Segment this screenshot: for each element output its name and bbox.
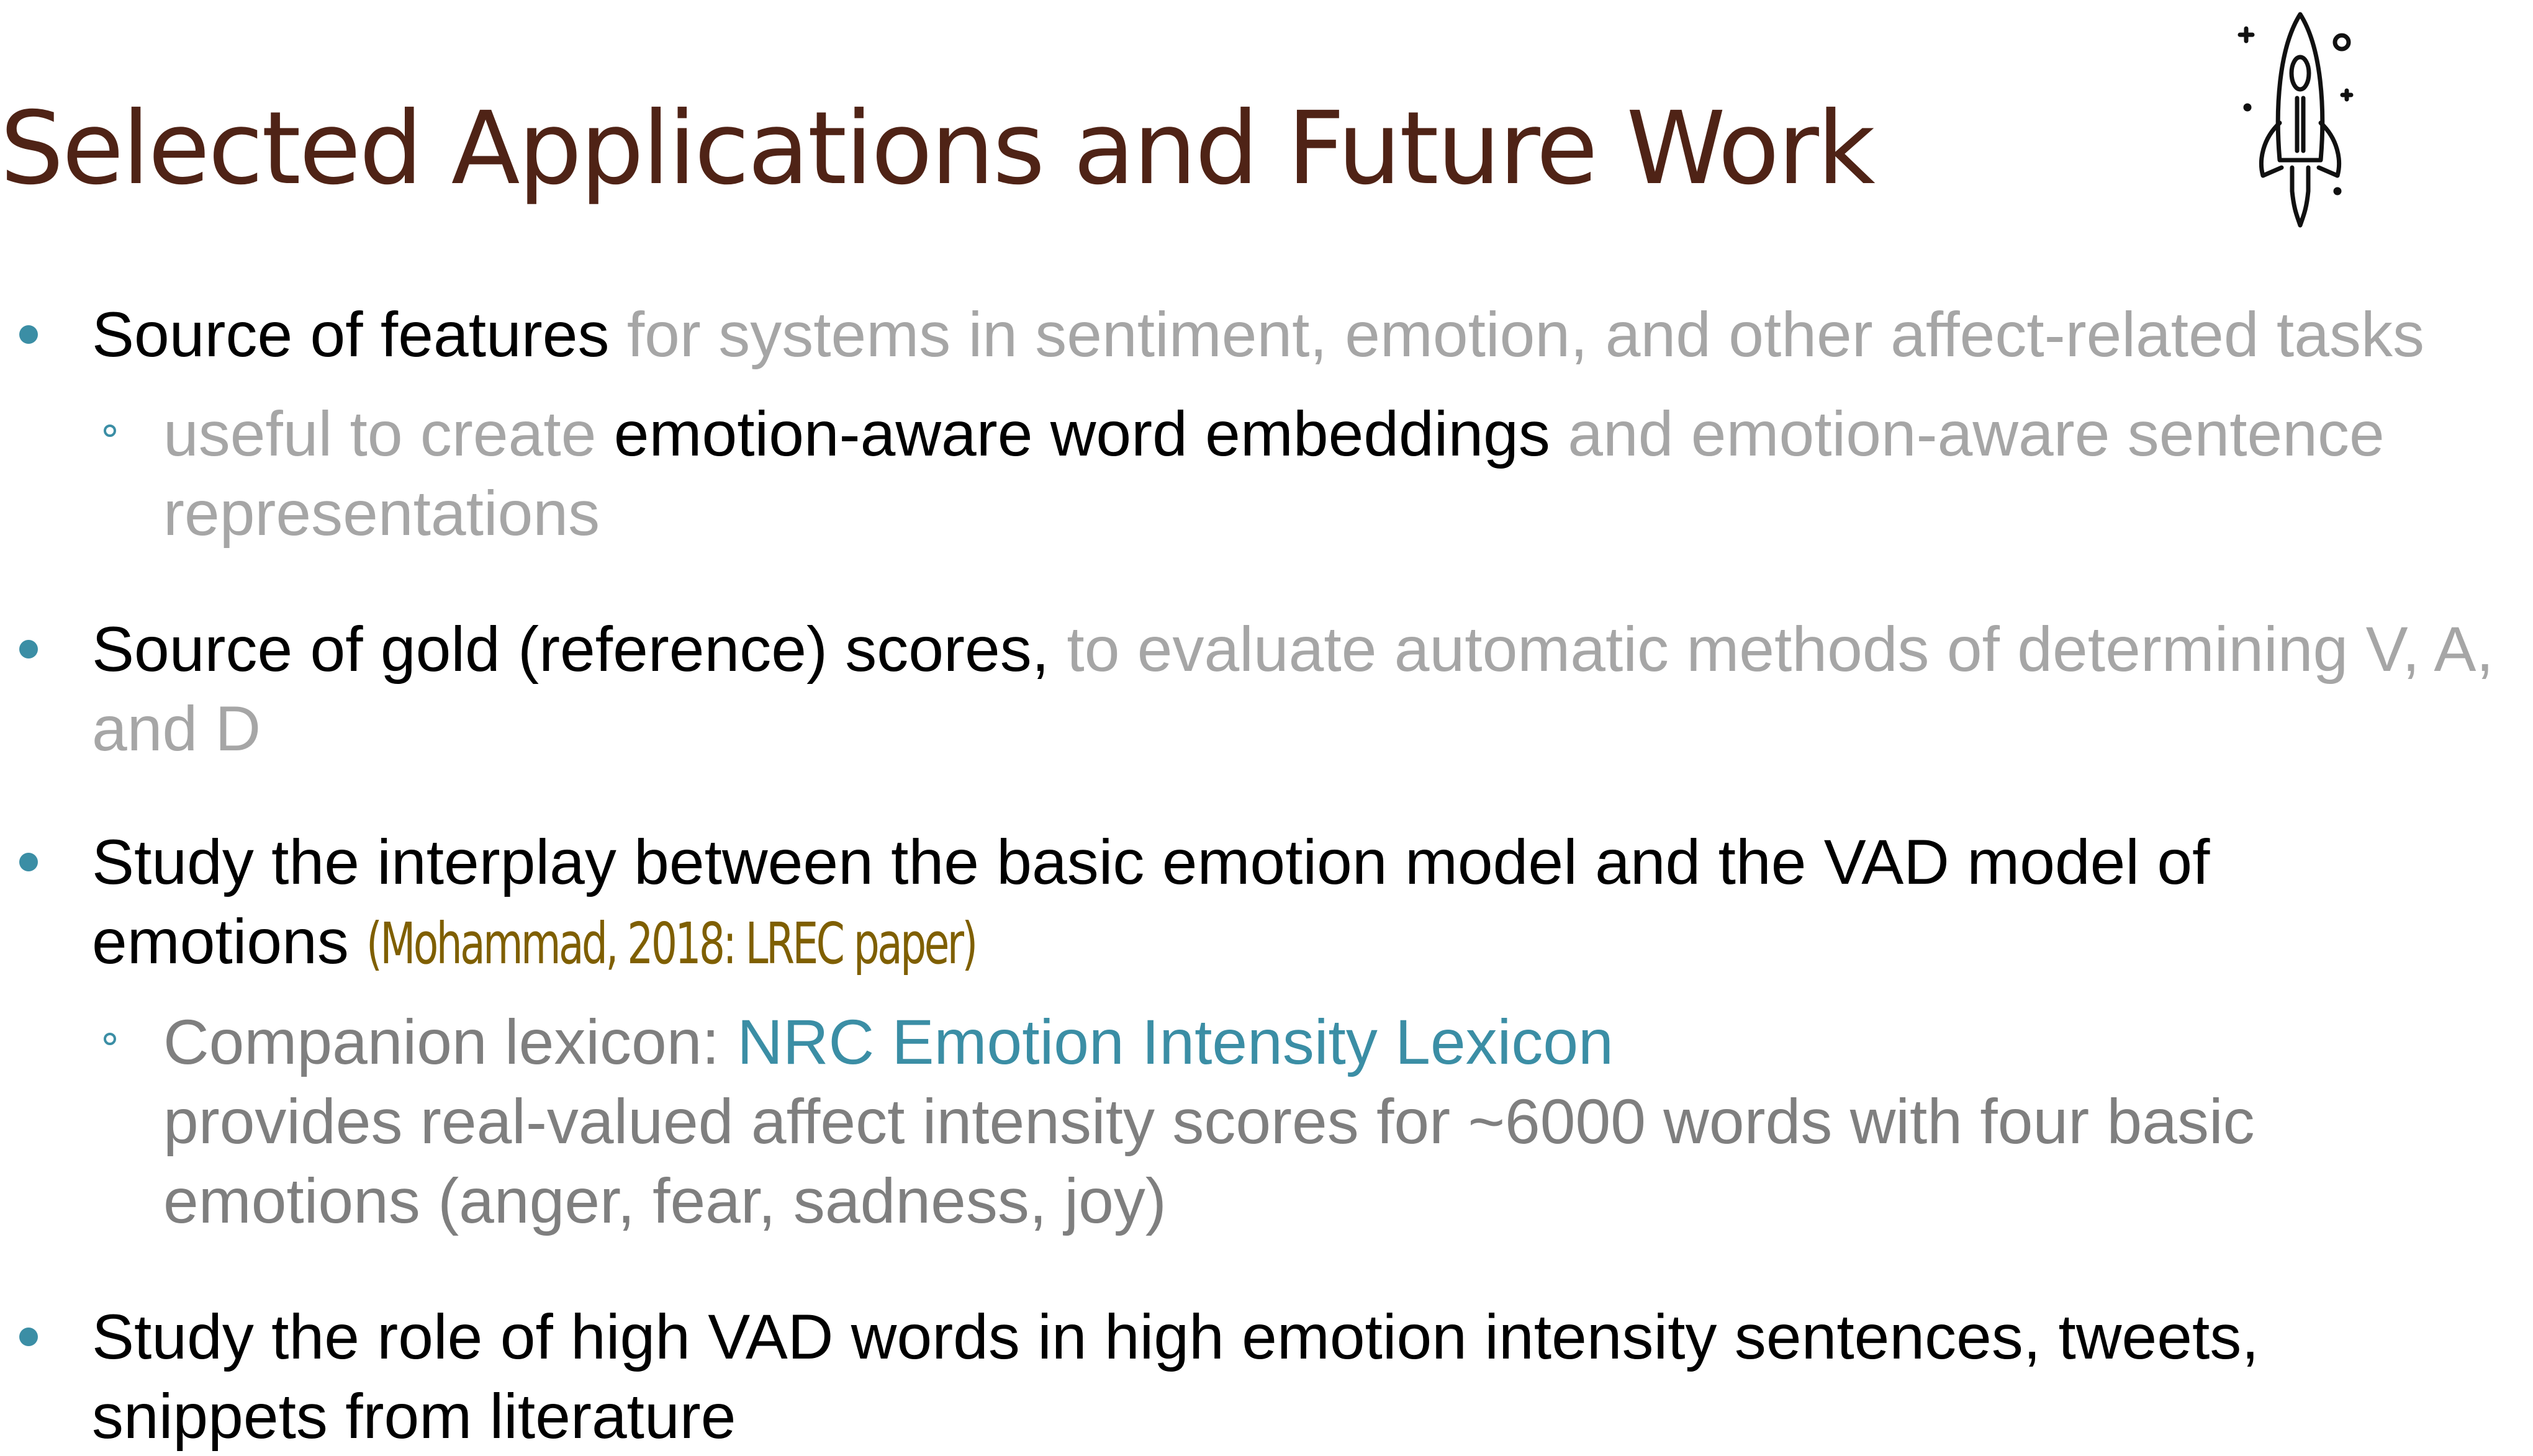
bullet-marker xyxy=(19,853,38,871)
citation: (Mohammad, 2018: LREC paper) xyxy=(366,910,978,977)
sub-bullet-marker xyxy=(104,425,116,437)
bullet-4: Study the role of high VAD words in high… xyxy=(19,1297,2463,1456)
bullet-2-rest: to evaluate automatic methods of determi… xyxy=(92,614,2494,764)
bullet-1: Source of features for systems in sentim… xyxy=(19,295,2519,374)
rocket-icon xyxy=(2237,12,2354,228)
bullet-1-sub: useful to create emotion-aware word embe… xyxy=(104,394,2510,553)
bullet-3-sub-body: provides real-valued affect intensity sc… xyxy=(163,1086,2255,1236)
bullet-1-sub-post: and emotion-aware sentence representatio… xyxy=(163,398,2385,549)
bullet-marker xyxy=(19,325,38,344)
lexicon-link[interactable]: NRC Emotion Intensity Lexicon xyxy=(737,1007,1614,1077)
bullet-2: Source of gold (reference) scores, to ev… xyxy=(19,609,2519,768)
bullet-3-lead: Study the interplay between the basic em… xyxy=(92,827,2210,977)
bullet-4-lead: Study the role of high VAD words in high… xyxy=(92,1301,2259,1452)
bullet-3-sub-label: Companion lexicon: xyxy=(163,1007,738,1077)
bullet-marker xyxy=(19,1328,38,1346)
bullet-2-lead: Source of gold (reference) scores, xyxy=(92,614,1050,685)
slide-title: Selected Applications and Future Work xyxy=(0,91,1876,207)
bullet-marker xyxy=(19,640,38,658)
bullet-3: Study the interplay between the basic em… xyxy=(19,822,2426,984)
bullet-1-sub-highlight: emotion-aware word embeddings xyxy=(613,398,1550,469)
bullet-1-lead: Source of features xyxy=(92,299,610,370)
bullet-1-rest: for systems in sentiment, emotion, and o… xyxy=(609,299,2424,370)
bullet-1-sub-pre: useful to create xyxy=(163,398,614,469)
sub-bullet-marker xyxy=(104,1033,116,1045)
bullet-3-sub: Companion lexicon: NRC Emotion Intensity… xyxy=(104,1002,2510,1241)
